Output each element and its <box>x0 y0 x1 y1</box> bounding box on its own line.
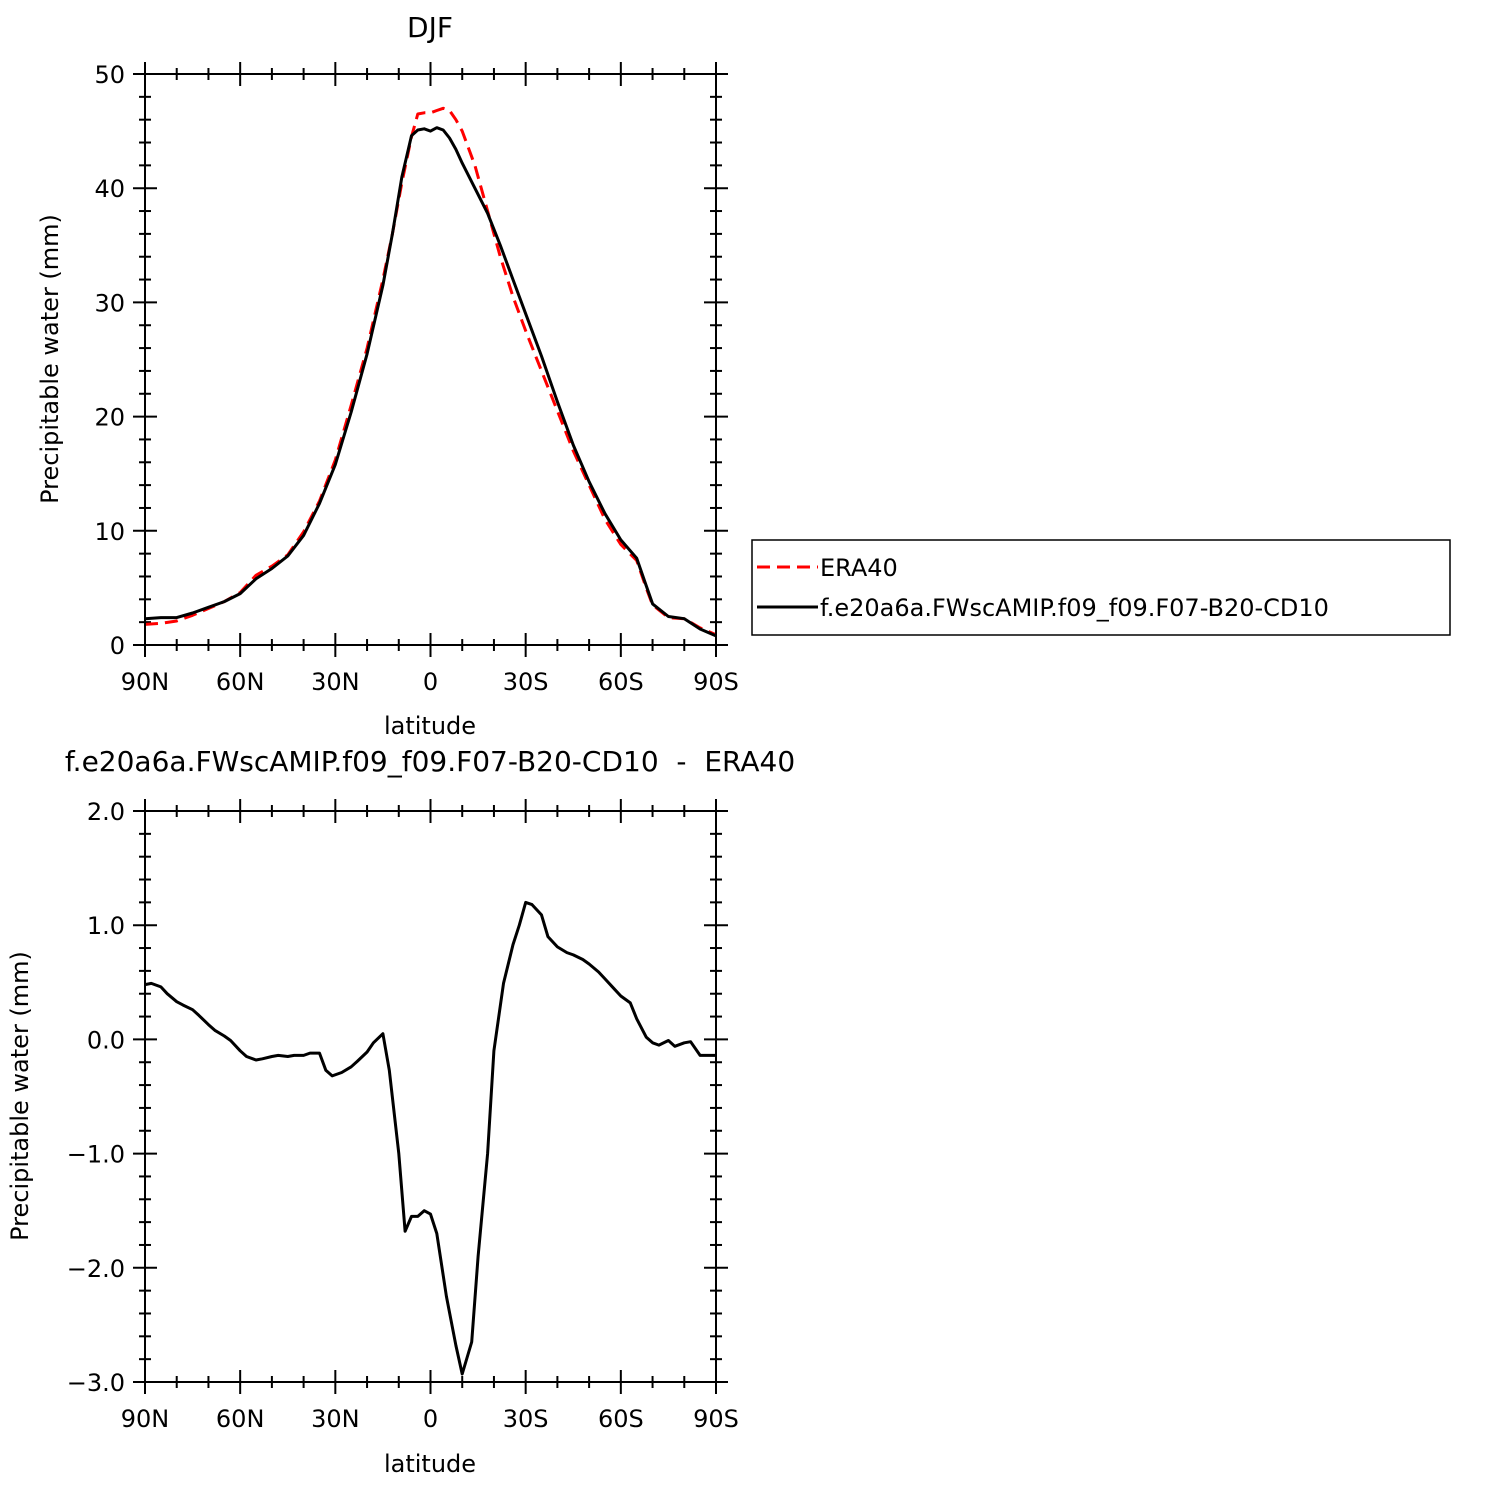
bottom-tick-labels: 90N 60N 30N 0 30S 60S 90S −3.0 −2.0 −1.0 0.0 1.0 2.0 <box>67 798 739 1433</box>
legend: ERA40 f.e20a6a.FWscAMIP.f09_f09.F07-B20-… <box>751 539 1451 636</box>
top-y-axis-label: Precipitable water (mm) <box>36 214 64 504</box>
top-plot-frame <box>144 73 717 646</box>
bottom-panel: f.e20a6a.FWscAMIP.f09_f09.F07-B20-CD10 -… <box>6 745 795 1478</box>
bottom-x-tick-label: 60N <box>216 1405 265 1433</box>
top-series-lines <box>144 106 717 638</box>
legend-label-model: f.e20a6a.FWscAMIP.f09_f09.F07-B20-CD10 <box>820 594 1329 622</box>
bottom-series-line-0 <box>144 900 716 1376</box>
top-y-tick-label: 0 <box>110 632 125 660</box>
bottom-x-axis-label: latitude <box>384 1450 476 1478</box>
top-x-tick-label: 90N <box>121 668 170 696</box>
legend-box <box>751 539 1451 636</box>
top-x-tick-label: 90S <box>693 668 739 696</box>
top-chart-title: DJF <box>407 11 453 44</box>
bottom-x-tick-label: 60S <box>598 1405 644 1433</box>
top-y-tick-label: 50 <box>94 61 125 89</box>
bottom-y-tick-label: −3.0 <box>67 1369 125 1397</box>
bottom-plot-frame <box>144 810 717 1383</box>
top-x-tick-label: 60S <box>598 668 644 696</box>
bottom-y-tick-label: 2.0 <box>87 798 125 826</box>
top-tick-labels: 90N 60N 30N 0 30S 60S 90S 0 10 20 30 40 50 <box>94 61 738 696</box>
bottom-x-tick-label: 30N <box>311 1405 360 1433</box>
bottom-y-tick-label: 0.0 <box>87 1026 125 1054</box>
top-y-tick-label: 40 <box>94 175 125 203</box>
top-series-line-1 <box>144 126 717 638</box>
bottom-y-axis-label: Precipitable water (mm) <box>6 951 34 1241</box>
bottom-y-tick-label: 1.0 <box>87 912 125 940</box>
bottom-x-tick-label: 0 <box>423 1405 438 1433</box>
top-x-tick-label: 0 <box>423 668 438 696</box>
top-y-tick-label: 20 <box>94 404 125 432</box>
bottom-y-tick-label: −1.0 <box>67 1141 125 1169</box>
top-x-tick-label: 30N <box>311 668 360 696</box>
top-y-tick-label: 30 <box>94 289 125 317</box>
top-y-tick-label: 10 <box>94 518 125 546</box>
top-series-line-0 <box>144 106 717 637</box>
top-x-tick-label: 60N <box>216 668 265 696</box>
bottom-series-lines <box>144 900 716 1376</box>
top-x-tick-label: 30S <box>503 668 549 696</box>
top-x-axis-label: latitude <box>384 712 476 740</box>
bottom-chart-title: f.e20a6a.FWscAMIP.f09_f09.F07-B20-CD10 -… <box>65 745 795 778</box>
bottom-y-tick-label: −2.0 <box>67 1255 125 1283</box>
legend-label-era40: ERA40 <box>820 554 898 582</box>
top-panel: DJF Precipitable water (mm) latitude 90N… <box>36 11 739 740</box>
bottom-ticks <box>133 799 728 1394</box>
bottom-x-tick-label: 90N <box>121 1405 170 1433</box>
bottom-x-tick-label: 30S <box>503 1405 549 1433</box>
bottom-x-tick-label: 90S <box>693 1405 739 1433</box>
